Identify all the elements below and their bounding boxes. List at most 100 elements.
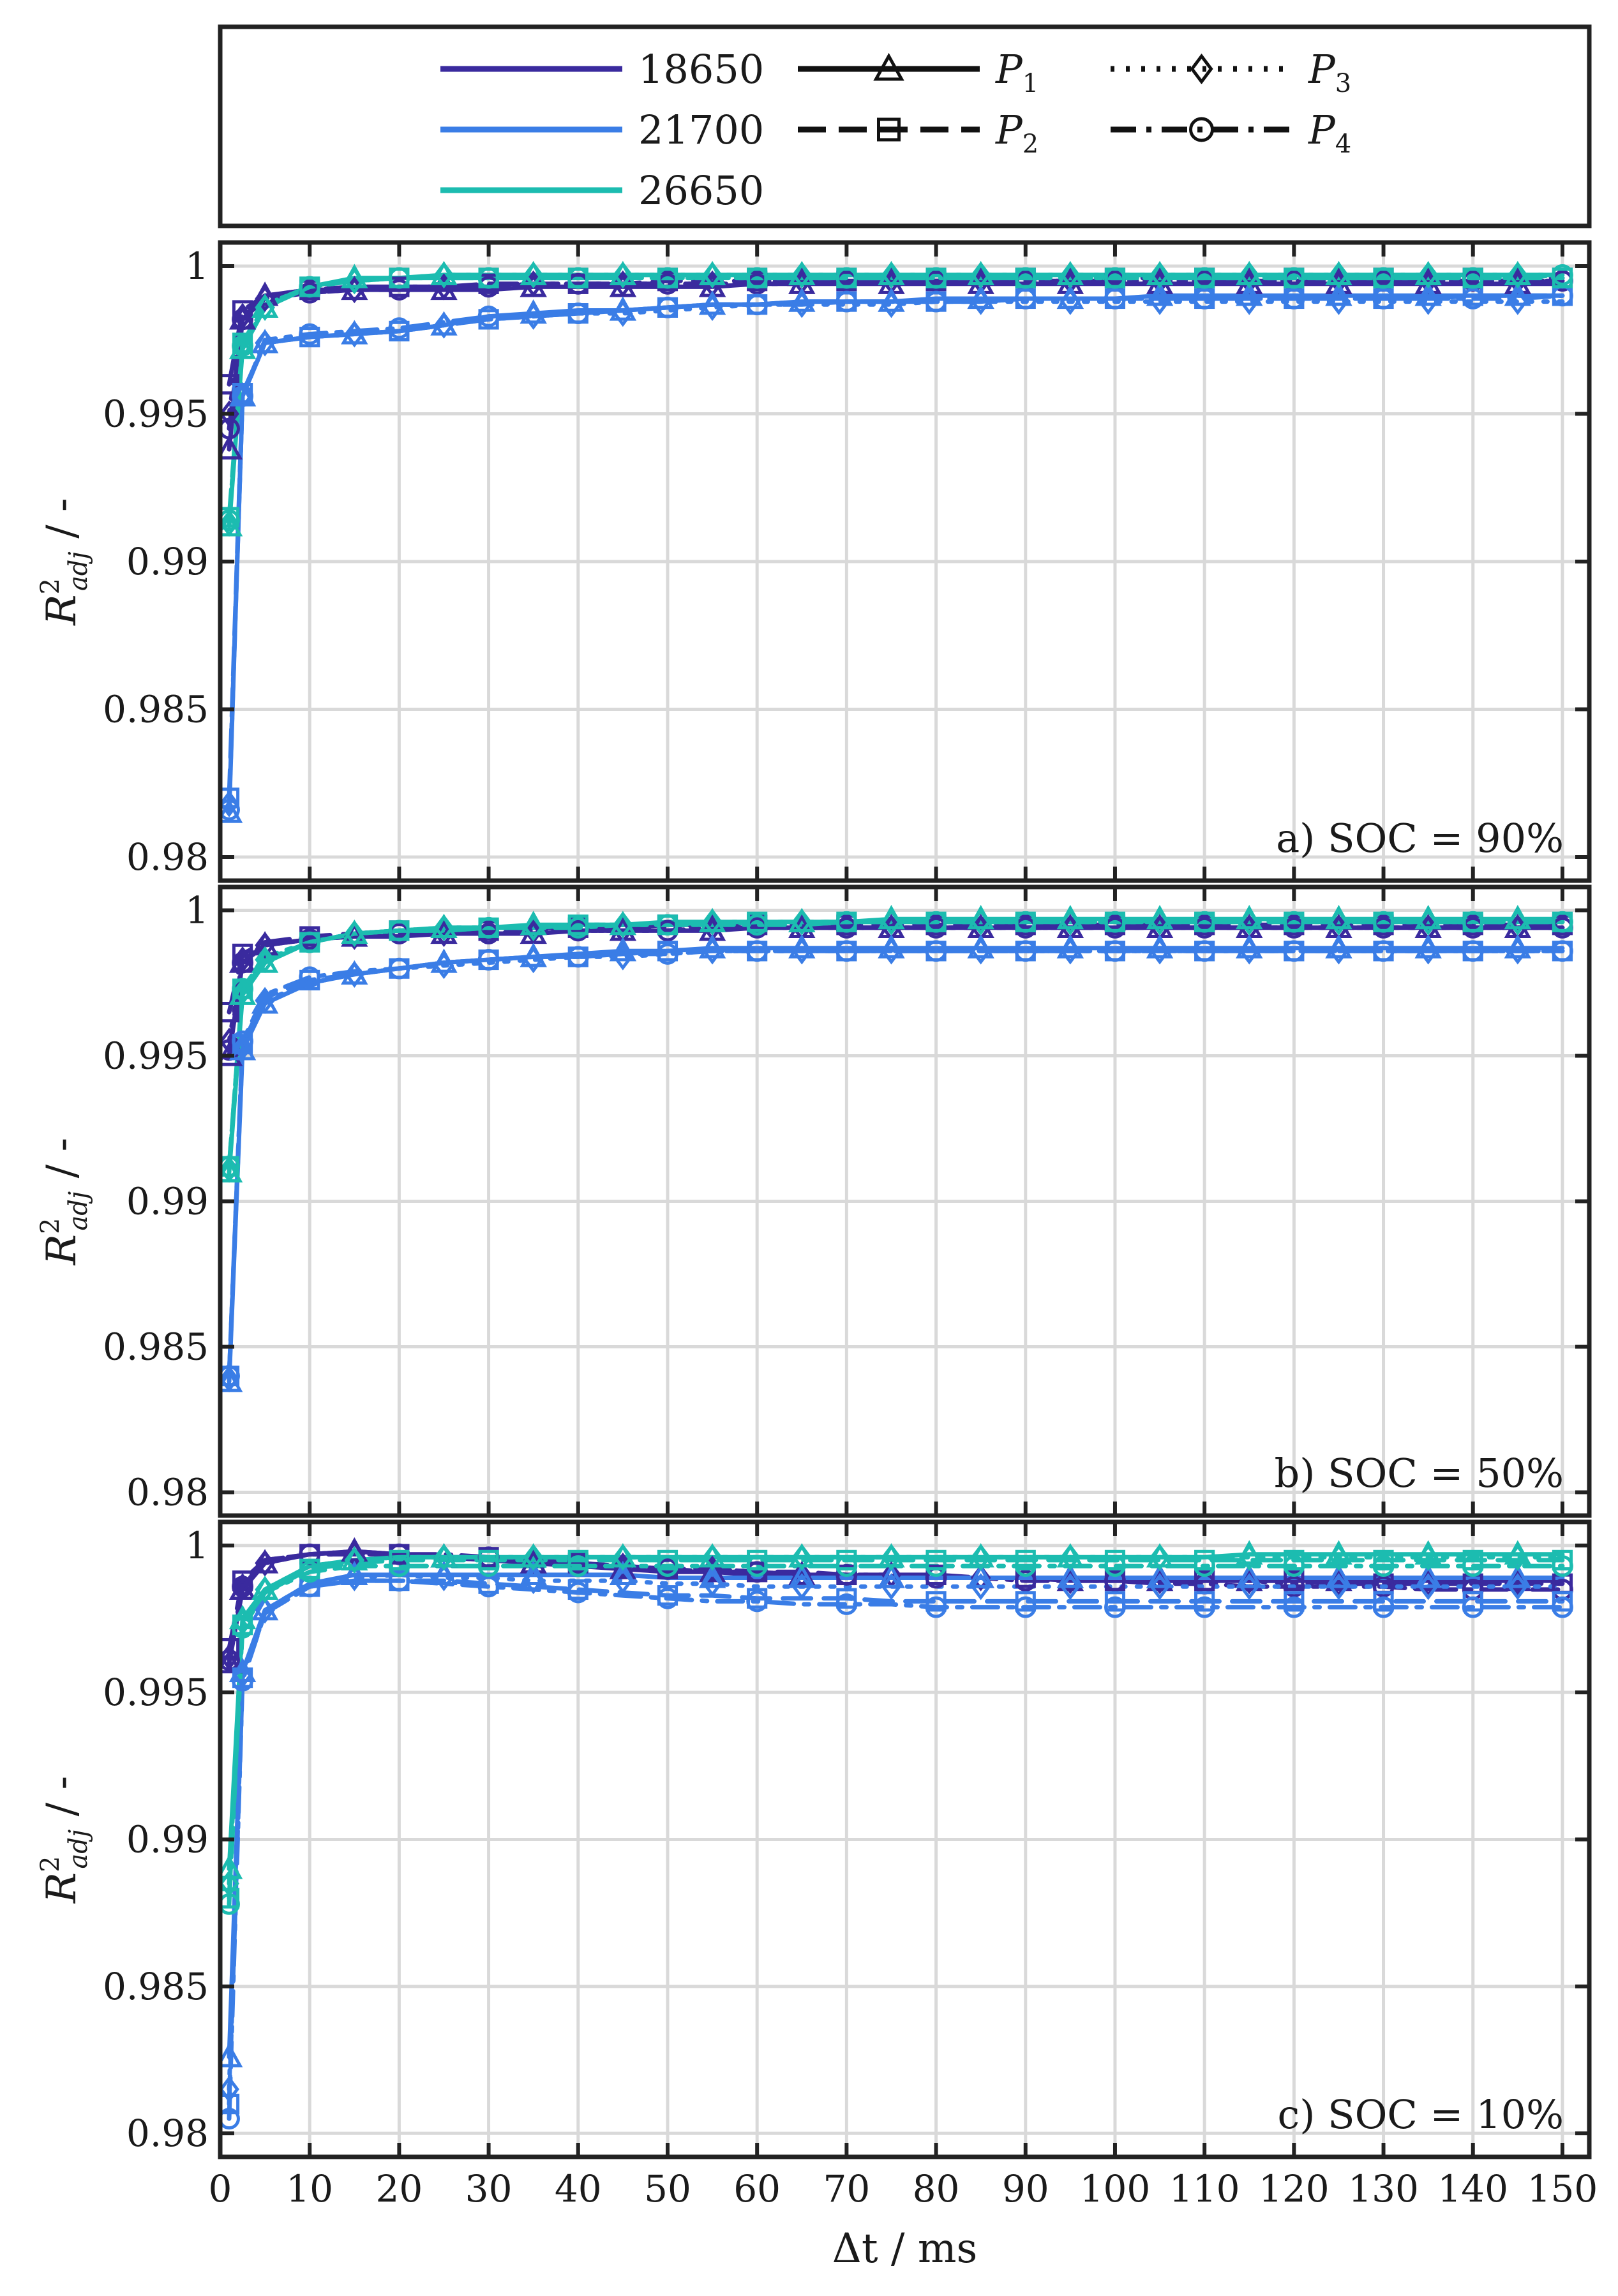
- legend-marker-P2: [877, 117, 901, 142]
- x-tick-label-110: 110: [1169, 2167, 1240, 2210]
- point-18650-P4-21: [1104, 1570, 1126, 1592]
- point-26650-P4-9: [567, 1555, 589, 1577]
- point-21700-P1-10: [609, 1560, 637, 1586]
- panel-frame: [218, 1519, 1592, 2159]
- point-21700-P1-16: [878, 1563, 905, 1588]
- point-21700-P3-2: [255, 1597, 275, 1624]
- point-21700-P4-29: [1462, 1596, 1484, 1618]
- point-18650-P3-0: [220, 400, 239, 428]
- point-21700-P3-28: [1418, 937, 1439, 965]
- point-21700-P4-13: [746, 940, 768, 962]
- point-26650-P4-25: [1283, 911, 1305, 933]
- point-18650-P3-26: [1328, 1570, 1349, 1597]
- point-18650-P4-5: [388, 279, 410, 301]
- markers-21700-P3: [220, 1564, 1528, 2103]
- point-21700-P3-6: [433, 311, 454, 339]
- point-21700-P4-21: [1104, 1596, 1126, 1618]
- x-tick-label-150: 150: [1527, 2167, 1598, 2210]
- point-26650-P4-13: [746, 267, 768, 289]
- point-26650-P4-29: [1462, 911, 1484, 933]
- point-21700-P1-14: [788, 1563, 816, 1588]
- point-26650-P4-15: [835, 267, 858, 289]
- point-21700-P4-23: [1194, 1596, 1216, 1618]
- point-26650-P4-17: [925, 267, 947, 289]
- point-26650-P1-0: [220, 1854, 243, 1879]
- point-21700-P1-30: [1504, 281, 1532, 306]
- y-tick-label-0.99: 0.99: [126, 1818, 209, 1861]
- series-group: [220, 260, 1573, 823]
- point-21700-P1-24: [1236, 1563, 1263, 1588]
- point-21700-P3-26: [1328, 288, 1349, 315]
- point-26650-P4-21: [1104, 267, 1126, 289]
- markers-21700-P4: [220, 940, 1573, 1387]
- point-21700-P4-19: [1014, 940, 1037, 962]
- point-21700-P3-24: [1239, 288, 1260, 315]
- point-21700-P1-8: [520, 1560, 547, 1586]
- point-26650-P3-16: [881, 1544, 902, 1571]
- panel-frame: [218, 884, 1592, 1518]
- point-21700-P3-10: [613, 1567, 633, 1595]
- point-21700-P3-8: [523, 946, 544, 974]
- point-26650-P4-3: [299, 931, 321, 953]
- point-21700-P3-24: [1239, 1573, 1260, 1600]
- point-26650-P4-15: [835, 911, 858, 933]
- x-tick-label-50: 50: [644, 2167, 691, 2210]
- markers-21700-P3: [220, 937, 1528, 1392]
- y-tick-label-0.98: 0.98: [126, 835, 209, 879]
- point-21700-P4-23: [1194, 288, 1216, 309]
- point-21700-P1-28: [1414, 1563, 1442, 1588]
- point-21700-P1-0: [220, 798, 243, 823]
- point-26650-P3-14: [791, 1544, 813, 1571]
- markers-21700-P3: [220, 288, 1528, 817]
- point-26650-P4-31: [1551, 1555, 1573, 1577]
- point-26650-P4-23: [1194, 1555, 1216, 1577]
- point-26650-P4-5: [388, 267, 410, 289]
- point-26650-P4-15: [835, 1555, 858, 1577]
- markers-26650-P3: [220, 261, 1528, 537]
- point-26650-P3-2: [255, 1576, 275, 1604]
- point-26650-P4-17: [925, 1555, 947, 1577]
- point-21700-P3-4: [344, 320, 365, 348]
- point-26650-P4-5: [388, 1555, 410, 1577]
- point-26650-P3-10: [613, 1544, 633, 1571]
- point-21700-P1-24: [1236, 281, 1263, 306]
- point-26650-P3-0: [220, 509, 239, 537]
- panel-annotation: c) SOC = 10%: [1277, 2091, 1564, 2138]
- point-26650-P3-16: [881, 261, 902, 289]
- point-26650-P4-19: [1014, 1555, 1037, 1577]
- point-21700-P4-9: [567, 302, 589, 325]
- y-tick-label-0.995: 0.995: [103, 1671, 209, 1714]
- markers-26650-P4: [220, 1555, 1573, 1915]
- x-tick-label-80: 80: [913, 2167, 960, 2210]
- point-18650-P2-1: [232, 943, 253, 964]
- point-21700-P1-28: [1414, 281, 1442, 306]
- legend-label-18650: 18650: [638, 46, 764, 93]
- point-21700-P4-0: [220, 1365, 240, 1387]
- point-26650-P3-2: [255, 946, 275, 974]
- point-21700-P3-18: [970, 288, 991, 315]
- point-26650-P4-7: [477, 916, 500, 939]
- x-axis: 0 10 20 30 40 50 60 70 80 90 100 110 120 130 140 150 Δt …: [209, 2167, 1598, 2272]
- point-21700-P3-20: [1060, 1573, 1081, 1600]
- point-26650-P3-26: [1328, 261, 1349, 289]
- point-21700-P4-11: [657, 296, 678, 318]
- panel-2: 0.98 0.985 0.99 0.995 1 b) SOC = 50% R2adj / -: [36, 884, 1592, 1518]
- point-21700-P4-25: [1283, 940, 1305, 962]
- x-tick-label-100: 100: [1080, 2167, 1151, 2210]
- x-tick-label-60: 60: [733, 2167, 781, 2210]
- point-26650-P3-8: [523, 914, 544, 942]
- plot-panels: 0.98 0.985 0.99 0.995 1 a) SOC = 90% R2adj / -…: [36, 240, 1592, 2159]
- point-26650-P3-14: [791, 261, 813, 289]
- point-21700-P1-26: [1325, 1563, 1352, 1588]
- point-26650-P4-31: [1551, 911, 1573, 933]
- point-26650-P3-1: [232, 332, 253, 360]
- point-21700-P4-3: [299, 323, 321, 345]
- point-26650-P3-18: [970, 261, 991, 289]
- series-21700-P4: [227, 1578, 1565, 2121]
- point-26650-P3-24: [1239, 1544, 1260, 1571]
- point-26650-P4-5: [388, 920, 410, 942]
- x-tick-label-30: 30: [465, 2167, 513, 2210]
- point-26650-P3-6: [433, 261, 454, 289]
- point-26650-P3-18: [970, 908, 991, 936]
- panel-annotation: b) SOC = 50%: [1275, 1450, 1564, 1496]
